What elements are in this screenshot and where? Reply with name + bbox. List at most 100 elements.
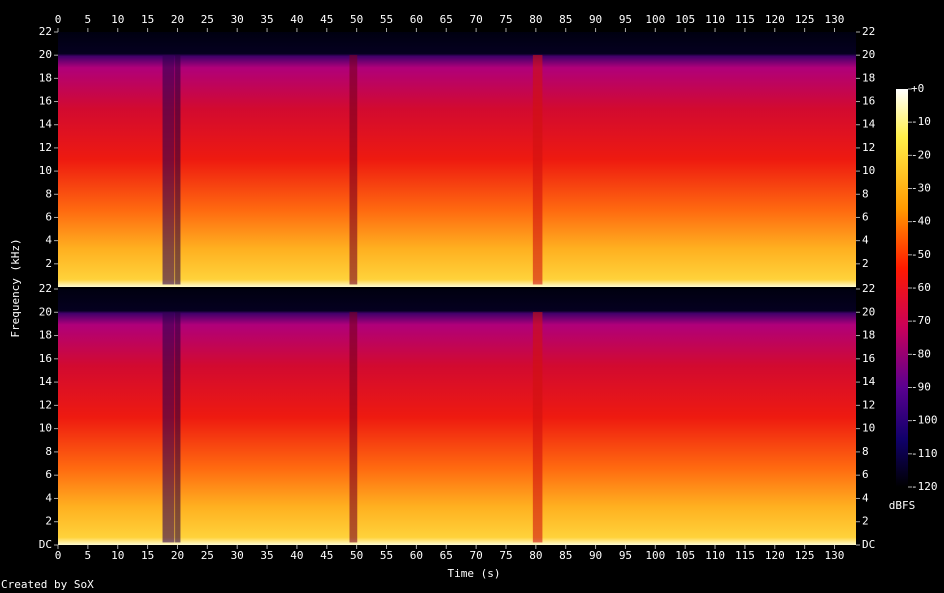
y-tick-label: 4 [45,491,52,504]
y-axis-label: Frequency (kHz) [9,238,22,337]
y-tick-label: 18 [39,329,52,342]
x-tick-label: 50 [350,13,363,26]
x-tick-label-bottom: 115 [735,549,755,562]
colorbar-tick-label: -30 [911,182,931,195]
x-tick-label-bottom: 5 [85,549,92,562]
x-tick-label: 105 [675,13,695,26]
x-tick-label: 115 [735,13,755,26]
colorbar-tick-label: -20 [911,148,931,161]
y-tick-label: 10 [39,164,52,177]
y-tick-label: 10 [39,422,52,435]
x-tick-label: 15 [141,13,154,26]
y-tick-label-right: 8 [862,187,869,200]
x-tick-label: 95 [619,13,632,26]
y-tick-label: 6 [45,210,52,223]
spectrogram-stripe [349,54,358,285]
y-tick-label-right: 2 [862,257,869,270]
x-tick-label-bottom: 60 [410,549,423,562]
y-tick-label-right: 22 [862,25,875,38]
y-tick-label-right: 2 [862,515,869,528]
x-tick-label-bottom: 35 [260,549,273,562]
y-tick-label-right: 20 [862,48,875,61]
y-tick-label-right: 16 [862,352,875,365]
y-tick-label: 14 [39,118,53,131]
colorbar-tick-label: -110 [911,447,938,460]
colorbar-tick-label: -50 [911,248,931,261]
y-tick-label-right: 6 [862,210,869,223]
colorbar-tick-label: -60 [911,281,931,294]
y-tick-label-right: 4 [862,234,869,247]
y-tick-label-right: 18 [862,329,875,342]
spectrogram-stripe [162,54,175,285]
colorbar-tick-label: -40 [911,215,931,228]
x-tick-label: 35 [260,13,273,26]
x-tick-label-bottom: 110 [705,549,725,562]
y-tick-label: 8 [45,445,52,458]
y-tick-label-right: 10 [862,422,875,435]
spectrogram-stripe [175,54,181,285]
x-tick-label: 130 [825,13,845,26]
x-tick-label: 10 [111,13,124,26]
y-tick-label: 12 [39,141,52,154]
x-tick-label-bottom: 80 [529,549,542,562]
y-tick-label: 20 [39,305,52,318]
x-tick-label-bottom: 15 [141,549,154,562]
y-tick-label: 2 [45,515,52,528]
x-tick-label: 25 [201,13,214,26]
x-tick-label-bottom: 100 [645,549,665,562]
colorbar-tick-label: +0 [911,82,924,95]
x-tick-label: 120 [765,13,785,26]
x-tick-label: 125 [795,13,815,26]
y-tick-label-right: 4 [862,491,869,504]
y-tick-label-right: 10 [862,164,875,177]
colorbar-tick-label: -100 [911,414,938,427]
colorbar-tick-label: -70 [911,314,931,327]
y-tick-label-right: 18 [862,71,875,84]
colorbar-tick-label: -120 [911,480,938,493]
x-tick-label-bottom: 10 [111,549,124,562]
y-tick-label-right: 12 [862,141,875,154]
y-tick-label-right: 6 [862,468,869,481]
colorbar-label: dBFS [889,499,916,512]
y-tick-label: 20 [39,48,52,61]
y-tick-label: 22 [39,282,52,295]
x-tick-label-bottom: 105 [675,549,695,562]
x-tick-label-bottom: 85 [559,549,572,562]
x-tick-label: 90 [589,13,602,26]
x-tick-label: 85 [559,13,572,26]
x-tick-label-bottom: 70 [469,549,482,562]
spectrogram-stripe [532,312,543,543]
x-tick-label-bottom: 45 [320,549,333,562]
y-tick-label: 14 [39,375,53,388]
y-tick-label: 4 [45,234,52,247]
spectrogram-stripe [162,312,175,543]
x-tick-label-bottom: 130 [825,549,845,562]
y-tick-label: 22 [39,25,52,38]
footer: Created by SoX [1,578,94,591]
x-tick-label-bottom: 95 [619,549,632,562]
y-tick-label: 2 [45,257,52,270]
spectrogram-stripe [532,54,543,285]
y-tick-label-right: 14 [862,375,876,388]
x-tick-label: 20 [171,13,184,26]
x-tick-label-bottom: 0 [55,549,62,562]
y-tick-label: DC [39,538,52,551]
x-tick-label: 55 [380,13,393,26]
x-axis-label: Time (s) [448,567,501,580]
x-tick-label-bottom: 55 [380,549,393,562]
y-tick-label-right: 22 [862,282,875,295]
x-tick-label-bottom: 90 [589,549,602,562]
x-tick-label: 45 [320,13,333,26]
y-tick-label: 18 [39,71,52,84]
y-tick-label: 6 [45,468,52,481]
x-tick-label: 40 [290,13,303,26]
x-tick-label-bottom: 40 [290,549,303,562]
spectrogram-image [58,32,856,287]
x-tick-label: 100 [645,13,665,26]
x-tick-label-bottom: 25 [201,549,214,562]
x-tick-label: 110 [705,13,725,26]
x-tick-label-bottom: 30 [231,549,244,562]
spectrogram-image [58,289,856,545]
colorbar-tick-label: -10 [911,115,931,128]
